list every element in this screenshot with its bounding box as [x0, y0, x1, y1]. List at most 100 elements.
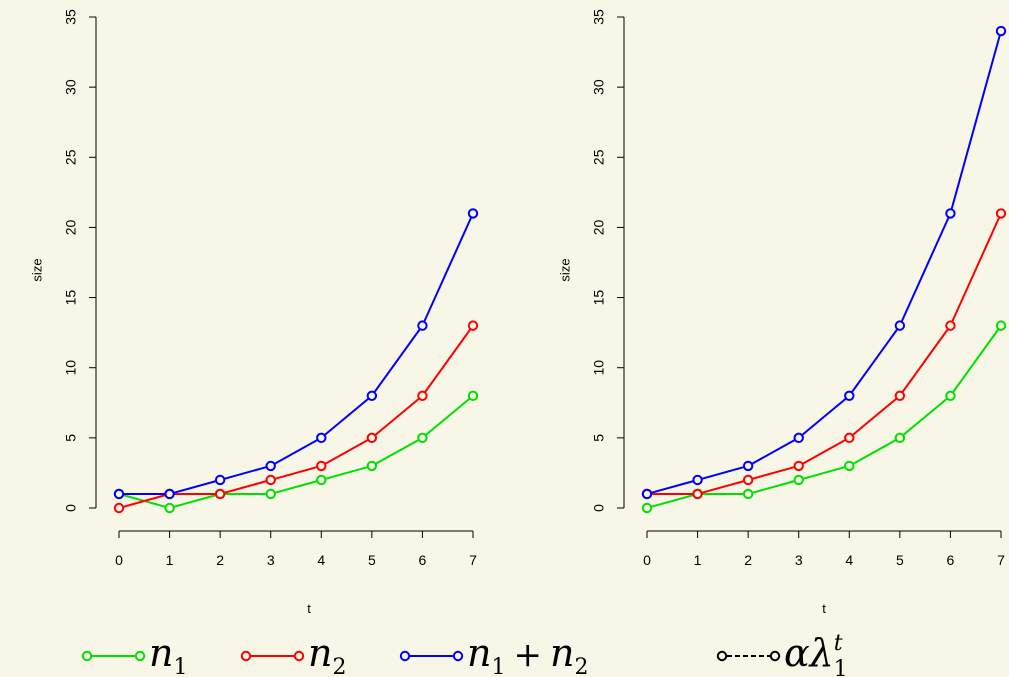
series-n1-segment — [425, 398, 470, 436]
y-tick-label: 0 — [591, 504, 607, 512]
legend-marker-start — [716, 650, 728, 662]
series-sum-segment — [950, 35, 1001, 210]
series-sum-segment — [224, 466, 267, 480]
x-tick-label: 5 — [896, 552, 904, 568]
x-tick-label: 4 — [317, 552, 325, 568]
x-tick-label: 5 — [368, 552, 376, 568]
series-n2-segment — [424, 328, 472, 393]
legend-item-n1: n1 — [81, 631, 187, 677]
y-tick-label: 20 — [591, 219, 607, 235]
series-n1-point — [894, 432, 906, 444]
series-n2-segment — [123, 494, 166, 508]
legend-item-sum: n1 + n2 — [399, 631, 588, 677]
series-n2-segment — [852, 398, 897, 436]
legend-marker-end — [452, 650, 464, 662]
series-n1-point — [265, 488, 276, 500]
series-sum-segment — [324, 398, 369, 436]
legend-marker-start — [399, 650, 411, 662]
series-n1-segment — [852, 439, 897, 465]
series-n1-segment — [952, 328, 1000, 393]
series-n1-segment — [752, 480, 795, 494]
legend-marker-end — [134, 650, 146, 662]
series-sum-point — [214, 474, 226, 486]
series-sum-segment — [373, 328, 421, 393]
x-tick-label: 3 — [795, 552, 803, 568]
y-tick-label: 5 — [63, 434, 79, 442]
series-sum-segment — [173, 480, 216, 494]
y-tick-label: 5 — [591, 434, 607, 442]
series-n2-segment — [901, 328, 949, 393]
series-n2-segment — [951, 217, 1000, 322]
legend-label: n2 — [308, 631, 346, 677]
series-sum-point — [692, 474, 703, 486]
series-n2-point — [467, 320, 479, 331]
y-axis-title: size — [29, 258, 44, 281]
legend-label: αλt 1 — [784, 631, 848, 677]
x-tick-label: 0 — [115, 552, 123, 568]
series-n2-point — [945, 320, 956, 331]
series-sum-point — [995, 25, 1007, 37]
series-n1-point — [945, 390, 956, 401]
x-axis-title: t — [307, 601, 311, 616]
y-tick-label: 30 — [63, 79, 79, 95]
x-tick-label: 2 — [216, 552, 224, 568]
series-n2-point — [742, 474, 754, 486]
series-n1-segment — [651, 494, 694, 508]
series-n1-segment — [173, 494, 216, 508]
series-n1-point — [995, 320, 1007, 331]
series-n2-point — [793, 460, 804, 472]
x-tick-label: 7 — [469, 552, 477, 568]
series-n2-point — [844, 432, 855, 444]
y-axis-title: size — [557, 258, 572, 281]
series-n2-point — [894, 390, 906, 401]
series-n1-point — [417, 432, 428, 444]
series-sum-point — [945, 208, 956, 219]
series-sum-point — [164, 488, 175, 500]
series-n2-segment — [374, 398, 420, 436]
series-n2-segment — [802, 439, 846, 465]
series-n2-segment — [701, 480, 744, 494]
series-n1-point — [164, 502, 175, 514]
series-sum-segment — [900, 217, 950, 322]
series-n2-segment — [752, 466, 795, 480]
series-sum-point — [641, 488, 653, 500]
legend-item-alpha: αλt 1 — [716, 631, 848, 677]
series-n2-point — [214, 488, 226, 500]
x-tick-label: 0 — [643, 552, 651, 568]
series-n2-point — [692, 488, 703, 500]
legend-marker-start — [81, 650, 93, 662]
legend-marker-start — [240, 650, 252, 662]
series-n1-segment — [803, 466, 845, 480]
series-sum-point — [793, 432, 804, 444]
series-sum-point — [742, 460, 754, 472]
series-n2-segment — [224, 480, 267, 494]
x-tick-label: 6 — [947, 552, 955, 568]
series-sum-point — [467, 208, 479, 219]
series-n1-segment — [325, 466, 368, 480]
legend-marker-end — [293, 650, 305, 662]
y-tick-label: 20 — [63, 219, 79, 235]
series-sum-segment — [851, 328, 898, 393]
y-tick-label: 25 — [591, 149, 607, 165]
x-tick-label: 2 — [744, 552, 752, 568]
series-sum-point — [417, 320, 428, 331]
series-n2-point — [366, 432, 378, 444]
series-sum-point — [265, 460, 276, 472]
x-tick-label: 4 — [845, 552, 853, 568]
y-tick-label: 35 — [591, 9, 607, 25]
legend-label: n1 + n2 — [467, 631, 588, 677]
series-sum-segment — [751, 439, 796, 465]
series-sum-segment — [701, 466, 744, 480]
x-tick-label: 7 — [997, 552, 1005, 568]
series-n1-point — [844, 460, 855, 472]
x-tick-label: 1 — [166, 552, 174, 568]
series-n1-point — [793, 474, 804, 486]
series-sum-segment — [651, 480, 694, 494]
series-n1-point — [467, 390, 479, 401]
series-n2-point — [265, 474, 276, 486]
series-sum-point — [113, 488, 125, 500]
series-n1-point — [641, 502, 653, 514]
y-tick-label: 35 — [63, 9, 79, 25]
series-n2-point — [417, 390, 428, 401]
y-tick-label: 10 — [63, 360, 79, 376]
